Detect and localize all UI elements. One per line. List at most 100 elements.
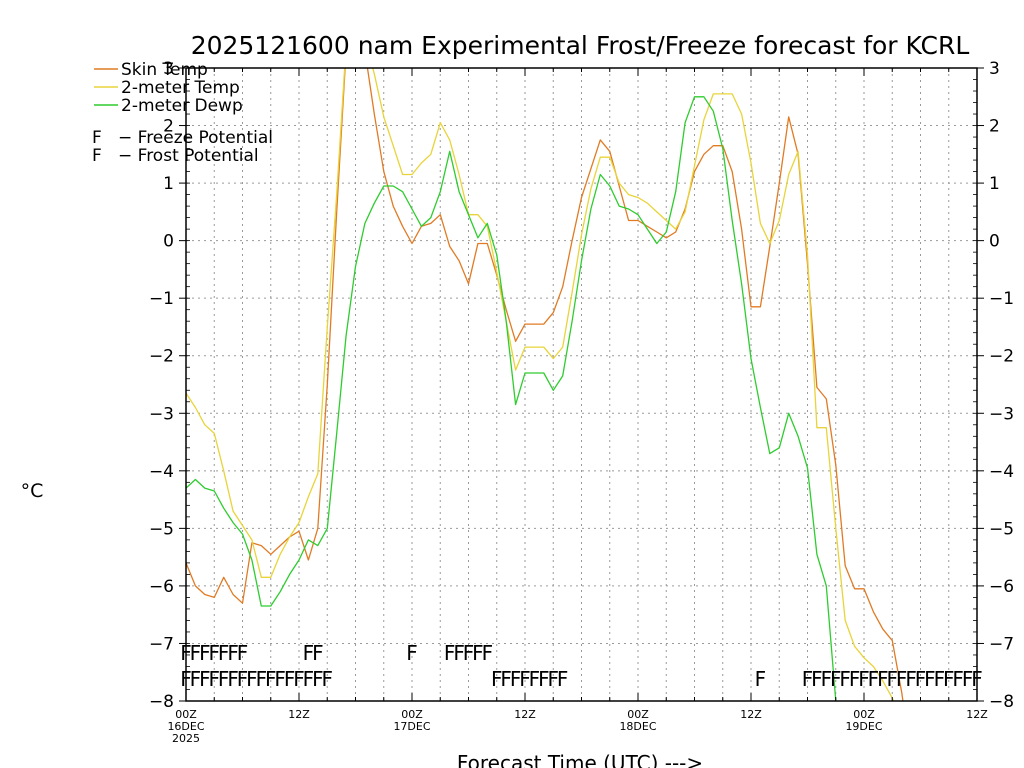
- y-tick-label-left: 0: [163, 232, 174, 252]
- freeze-potential-marker: F: [821, 667, 833, 691]
- freeze-potential-marker: F: [491, 667, 503, 691]
- freeze-potential-marker: F: [208, 667, 220, 691]
- plot-frame: [185, 67, 978, 702]
- legend-label: 2-meter Dewp: [121, 96, 243, 116]
- freeze-potential-marker: F: [227, 667, 239, 691]
- y-tick-label-left: −4: [149, 462, 174, 482]
- legend-potential-label: − Frost Potential: [118, 146, 259, 166]
- y-tick-label-left: −7: [149, 634, 174, 654]
- freeze-potential-marker: F: [199, 667, 211, 691]
- freeze-potential-marker: F: [915, 667, 927, 691]
- x-tick-label: 12Z: [740, 708, 762, 721]
- freeze-potential-marker: F: [274, 667, 286, 691]
- frost-potential-marker: F: [208, 641, 220, 665]
- freeze-potential-marker: F: [312, 667, 324, 691]
- frost-potential-marker: F: [463, 641, 475, 665]
- freeze-potential-marker: F: [321, 667, 333, 691]
- frost-potential-marker: F: [180, 641, 192, 665]
- freeze-potential-marker: F: [877, 667, 889, 691]
- series-line-2-meter-temp: [186, 68, 895, 701]
- y-tick-label-left: 3: [163, 59, 174, 79]
- frost-potential-marker: F: [218, 641, 230, 665]
- x-tick-label: 16DEC: [167, 720, 204, 733]
- x-tick-label: 00Z: [175, 708, 197, 721]
- freeze-potential-marker: F: [755, 667, 767, 691]
- freeze-potential-marker: F: [237, 667, 249, 691]
- y-tick-label-right: −5: [989, 519, 1014, 539]
- freeze-potential-marker: F: [519, 667, 531, 691]
- freeze-potential-marker: F: [952, 667, 964, 691]
- frost-potential-marker: F: [444, 641, 456, 665]
- legend-potential-symbol: F: [92, 128, 102, 148]
- freeze-potential-marker: F: [265, 667, 277, 691]
- freeze-potential-marker: F: [811, 667, 823, 691]
- y-tick-label-right: −4: [989, 462, 1014, 482]
- freeze-potential-marker: F: [849, 667, 861, 691]
- y-tick-label-right: −2: [989, 347, 1014, 367]
- x-tick-label: 00Z: [401, 708, 423, 721]
- freeze-potential-marker: F: [839, 667, 851, 691]
- legend-label: 2-meter Temp: [121, 78, 240, 98]
- x-tick-label: 00Z: [853, 708, 875, 721]
- freeze-potential-marker: F: [180, 667, 192, 691]
- freeze-potential-marker: F: [557, 667, 569, 691]
- series-group: [186, 68, 904, 701]
- freeze-potential-marker: F: [830, 667, 842, 691]
- x-axis-label: Forecast Time (UTC) --->: [457, 751, 703, 768]
- y-tick-label-right: 0: [989, 232, 1000, 252]
- x-tick-label: 12Z: [514, 708, 536, 721]
- freeze-potential-marker: F: [190, 667, 202, 691]
- frost-potential-marker: F: [303, 641, 315, 665]
- frost-potential-marker: F: [453, 641, 465, 665]
- legend-potential-label: − Freeze Potential: [118, 128, 273, 148]
- chart-title: 2025121600 nam Experimental Frost/Freeze…: [191, 31, 970, 60]
- frost-potential-marker: F: [227, 641, 239, 665]
- legend-label: Skin Temp: [121, 60, 208, 80]
- y-axis-label: °C: [21, 480, 44, 502]
- freeze-potential-marker: F: [868, 667, 880, 691]
- x-tick-label: 18DEC: [619, 720, 656, 733]
- freeze-potential-marker: F: [905, 667, 917, 691]
- freeze-potential-marker: F: [924, 667, 936, 691]
- x-tick-label: 00Z: [627, 708, 649, 721]
- freeze-potential-marker: F: [218, 667, 230, 691]
- freeze-potential-marker: F: [246, 667, 258, 691]
- series-line-2-meter-dewp: [186, 96, 837, 701]
- x-tick-label: 2025: [172, 732, 200, 745]
- freeze-potential-marker: F: [500, 667, 512, 691]
- legend-potential-symbol: F: [92, 146, 102, 166]
- freeze-potential-marker: F: [284, 667, 296, 691]
- freeze-potential-marker: F: [934, 667, 946, 691]
- series-line-skin-temp: [186, 68, 904, 701]
- y-tick-label-right: 1: [989, 174, 1000, 194]
- y-axis: 3 3 2 2 1 1 0 0 −1 −1 −2 −2 −3 −3 −4 −4 −5 −5 −6 −6 −7 −7 −8 −8: [149, 59, 1014, 712]
- y-tick-label-left: −3: [149, 404, 174, 424]
- freeze-potential-marker: F: [802, 667, 814, 691]
- x-tick-label: 19DEC: [845, 720, 882, 733]
- y-tick-label-left: −5: [149, 519, 174, 539]
- frost-potential-marker: F: [190, 641, 202, 665]
- freeze-potential-marker: F: [886, 667, 898, 691]
- y-tick-label-right: −1: [989, 289, 1014, 309]
- y-tick-label-left: 1: [163, 174, 174, 194]
- freeze-potential-marker: F: [529, 667, 541, 691]
- y-tick-label-right: 3: [989, 59, 1000, 79]
- freeze-potential-marker: F: [896, 667, 908, 691]
- y-tick-label-left: −6: [149, 577, 174, 597]
- freeze-potential-marker: F: [293, 667, 305, 691]
- x-tick-label: 12Z: [288, 708, 310, 721]
- freeze-potential-marker: F: [256, 667, 268, 691]
- frost-potential-marker: F: [312, 641, 324, 665]
- freeze-potential-marker: F: [538, 667, 550, 691]
- freeze-potential-marker: F: [943, 667, 955, 691]
- x-tick-label: 17DEC: [393, 720, 430, 733]
- freeze-potential-marker: F: [510, 667, 522, 691]
- freeze-potential-marker: F: [303, 667, 315, 691]
- freeze-potential-marker: F: [962, 667, 974, 691]
- frost-potential-marker: F: [406, 641, 418, 665]
- y-tick-label-left: −8: [149, 692, 174, 712]
